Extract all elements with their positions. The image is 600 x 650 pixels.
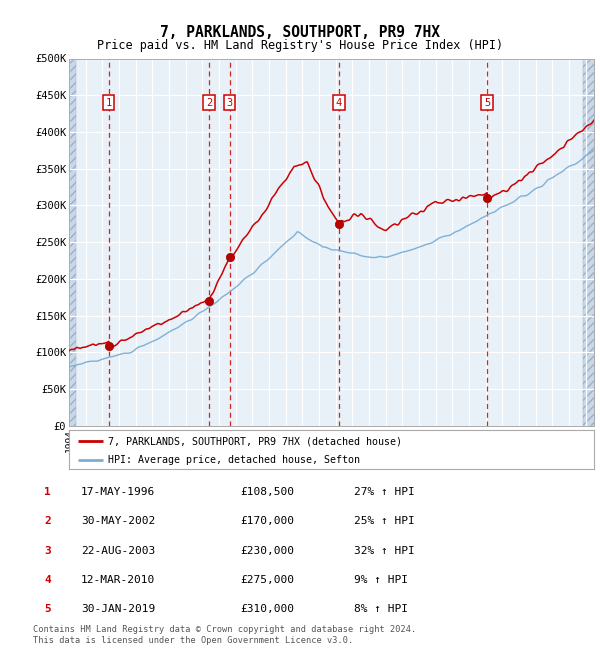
Text: HPI: Average price, detached house, Sefton: HPI: Average price, detached house, Seft…	[109, 454, 361, 465]
Bar	[69, 58, 76, 426]
Text: 8% ↑ HPI: 8% ↑ HPI	[354, 604, 408, 614]
Text: 3: 3	[44, 545, 51, 556]
Text: 32% ↑ HPI: 32% ↑ HPI	[354, 545, 415, 556]
Text: 3: 3	[227, 98, 233, 107]
Text: 7, PARKLANDS, SOUTHPORT, PR9 7HX: 7, PARKLANDS, SOUTHPORT, PR9 7HX	[160, 25, 440, 40]
Text: 25% ↑ HPI: 25% ↑ HPI	[354, 516, 415, 526]
Text: £108,500: £108,500	[240, 487, 294, 497]
Text: 17-MAY-1996: 17-MAY-1996	[81, 487, 155, 497]
Text: 22-AUG-2003: 22-AUG-2003	[81, 545, 155, 556]
Text: 4: 4	[336, 98, 342, 107]
Text: Contains HM Land Registry data © Crown copyright and database right 2024.
This d: Contains HM Land Registry data © Crown c…	[33, 625, 416, 645]
Text: 7, PARKLANDS, SOUTHPORT, PR9 7HX (detached house): 7, PARKLANDS, SOUTHPORT, PR9 7HX (detach…	[109, 436, 403, 446]
Text: £275,000: £275,000	[240, 575, 294, 585]
Text: 2: 2	[206, 98, 212, 107]
Text: 4: 4	[44, 575, 51, 585]
Text: 30-JAN-2019: 30-JAN-2019	[81, 604, 155, 614]
Text: 1: 1	[44, 487, 51, 497]
Text: 27% ↑ HPI: 27% ↑ HPI	[354, 487, 415, 497]
Text: 30-MAY-2002: 30-MAY-2002	[81, 516, 155, 526]
Text: 5: 5	[484, 98, 490, 107]
Text: £230,000: £230,000	[240, 545, 294, 556]
Text: £170,000: £170,000	[240, 516, 294, 526]
Text: 1: 1	[106, 98, 112, 107]
Text: 9% ↑ HPI: 9% ↑ HPI	[354, 575, 408, 585]
Text: 12-MAR-2010: 12-MAR-2010	[81, 575, 155, 585]
Text: Price paid vs. HM Land Registry's House Price Index (HPI): Price paid vs. HM Land Registry's House …	[97, 39, 503, 52]
Text: 5: 5	[44, 604, 51, 614]
Text: £310,000: £310,000	[240, 604, 294, 614]
Text: 2: 2	[44, 516, 51, 526]
Bar	[583, 58, 600, 426]
